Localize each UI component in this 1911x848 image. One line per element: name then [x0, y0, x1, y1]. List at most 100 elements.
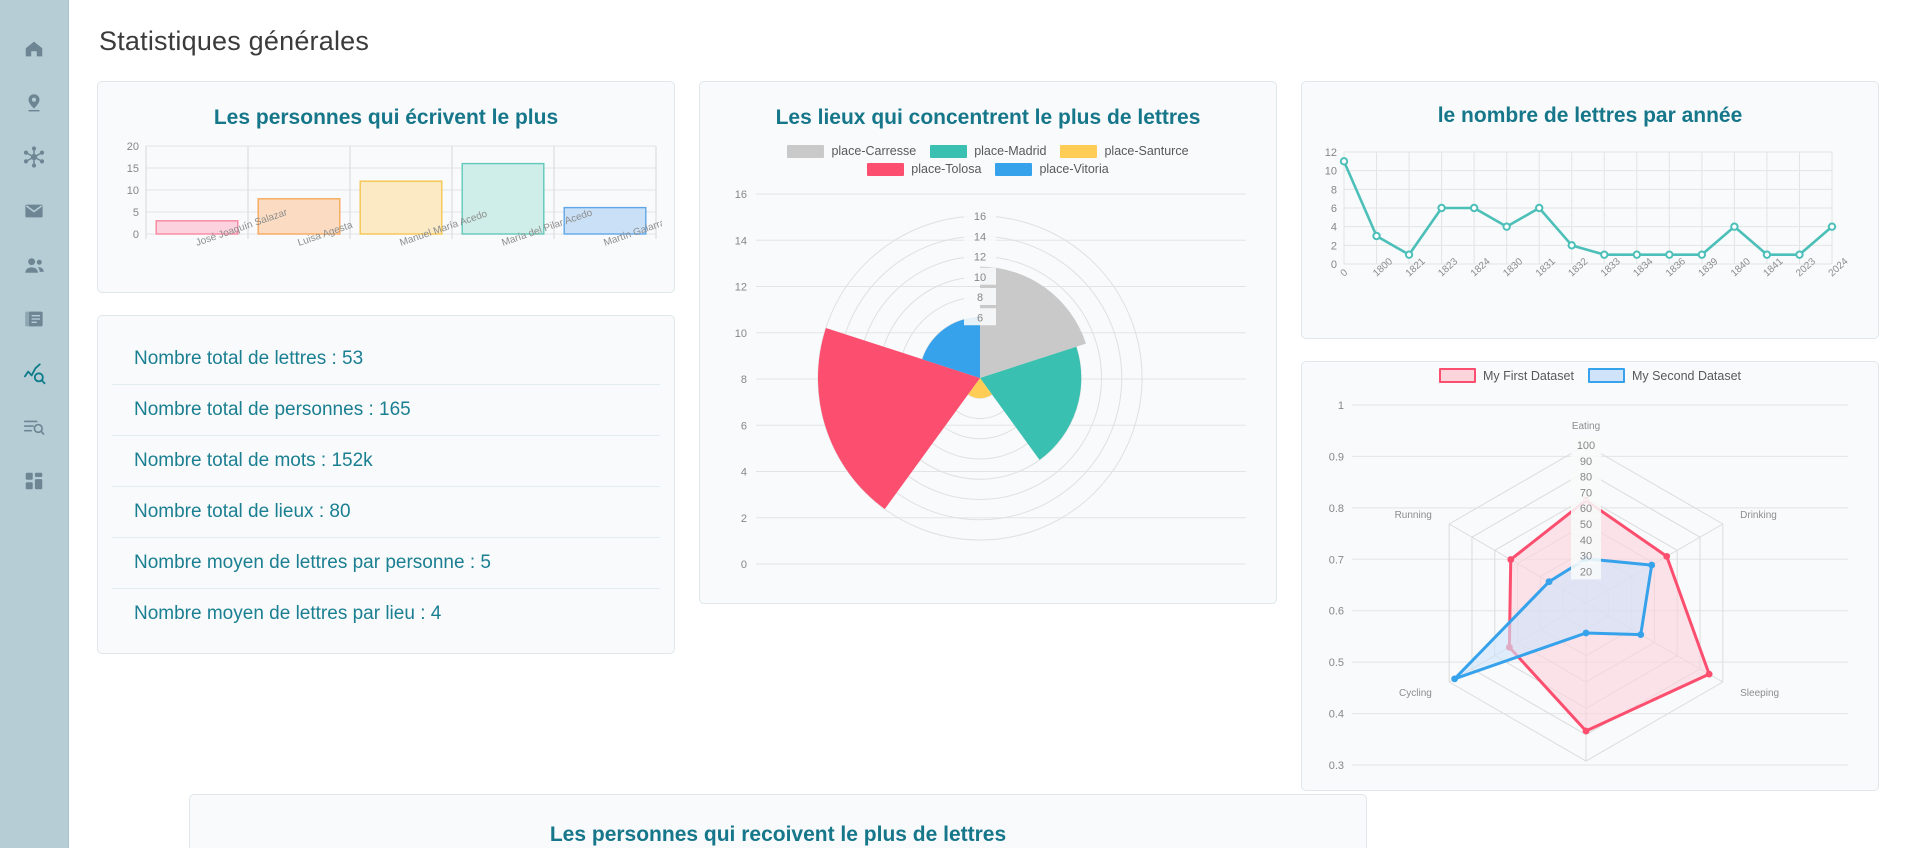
- sidebar-item-people[interactable]: [0, 238, 69, 292]
- legend-swatch: [867, 162, 905, 176]
- svg-text:4: 4: [1331, 222, 1337, 234]
- svg-text:0: 0: [1339, 267, 1351, 279]
- list-search-icon: [23, 420, 45, 435]
- svg-text:30: 30: [1580, 551, 1592, 563]
- svg-text:1833: 1833: [1599, 256, 1623, 279]
- polar-chart-legend[interactable]: place-Carresse place-Madrid place-Santurce…: [700, 138, 1276, 180]
- network-graph-icon: [23, 146, 45, 168]
- stat-row: Nombre moyen de lettres par personne : 5: [112, 538, 660, 589]
- sidebar-item-dashboard[interactable]: [0, 454, 69, 508]
- svg-text:1823: 1823: [1436, 256, 1460, 279]
- card-general-stats: Nombre total de lettres : 53 Nombre tota…: [97, 315, 675, 654]
- legend-item[interactable]: My Second Dataset: [1587, 368, 1742, 383]
- stat-row: Nombre total de personnes : 165: [112, 385, 660, 436]
- legend-item[interactable]: place-Vitoria: [995, 162, 1109, 176]
- sidebar-item-home[interactable]: [0, 22, 69, 76]
- mail-icon: [25, 204, 43, 218]
- radar-chart[interactable]: 1 0.9 0.8 0.7 0.6 0.5 0.4 0.3 Eating Drinking Slee…: [1302, 387, 1854, 788]
- legend-label: place-Santurce: [1104, 144, 1189, 158]
- sidebar-item-places[interactable]: [0, 76, 69, 130]
- legend-item[interactable]: place-Madrid: [930, 144, 1046, 158]
- svg-text:1839: 1839: [1697, 256, 1721, 279]
- svg-text:100: 100: [1577, 440, 1595, 452]
- svg-text:12: 12: [974, 252, 986, 264]
- card-top-writers: Les personnes qui écrivent le plus 0 5 10 1…: [97, 81, 678, 293]
- legend-item[interactable]: place-Santurce: [1060, 144, 1189, 158]
- svg-text:Cycling: Cycling: [1399, 688, 1432, 699]
- dashboard-column-left: Les personnes qui écrivent le plus 0 5 10 1…: [97, 81, 678, 676]
- svg-text:14: 14: [735, 235, 747, 247]
- legend-item[interactable]: My First Dataset: [1438, 368, 1574, 383]
- svg-text:8: 8: [977, 292, 983, 304]
- svg-text:10: 10: [974, 272, 986, 284]
- legend-swatch: [930, 144, 968, 158]
- card-letters-per-year: le nombre de lettres par année 0 2 4 6 8 10 12…: [1301, 81, 1879, 339]
- svg-text:1834: 1834: [1631, 256, 1655, 279]
- stat-row: Nombre total de lettres : 53: [112, 334, 660, 385]
- polar-area-chart[interactable]: 16 14 12 10 8 6 4 2 0 6 8 10 12 14 16: [700, 180, 1252, 600]
- legend-label: place-Carresse: [831, 144, 917, 158]
- main-content: Statistiques générales Les personnes qui…: [69, 0, 1911, 848]
- svg-text:Sleeping: Sleeping: [1740, 688, 1779, 699]
- svg-text:1836: 1836: [1664, 256, 1688, 279]
- svg-text:2: 2: [1331, 240, 1337, 252]
- svg-text:70: 70: [1580, 487, 1592, 499]
- svg-text:1832: 1832: [1566, 256, 1590, 279]
- svg-text:2023: 2023: [1794, 256, 1818, 279]
- svg-text:Running: Running: [1395, 510, 1432, 521]
- svg-text:90: 90: [1580, 456, 1592, 468]
- sidebar-item-network[interactable]: [0, 130, 69, 184]
- svg-text:12: 12: [735, 282, 747, 294]
- documents-icon: [25, 311, 43, 327]
- sidebar-item-letters[interactable]: [0, 184, 69, 238]
- svg-text:6: 6: [741, 420, 747, 432]
- legend-item[interactable]: place-Tolosa: [867, 162, 981, 176]
- stat-row: Nombre total de mots : 152k: [112, 436, 660, 487]
- svg-text:15: 15: [127, 163, 139, 175]
- legend-swatch: [1060, 144, 1098, 158]
- svg-text:1821: 1821: [1404, 256, 1428, 279]
- bar-chart-top-writers[interactable]: 0 5 10 15 20 José Joaquín Salazar Luisa Agesta…: [110, 138, 678, 268]
- sidebar-item-documents[interactable]: [0, 292, 69, 346]
- card-activity-radar: My First Dataset My Second Dataset 1 0.9 0.…: [1301, 361, 1879, 791]
- radar-chart-legend[interactable]: My First Dataset My Second Dataset: [1302, 362, 1878, 387]
- card-title-letters-per-year: le nombre de lettres par année: [1437, 104, 1743, 127]
- svg-text:0.3: 0.3: [1329, 760, 1344, 772]
- legend-item[interactable]: place-Carresse: [787, 144, 916, 158]
- svg-text:20: 20: [127, 141, 139, 153]
- stat-row: Nombre total de lieux : 80: [112, 487, 660, 538]
- svg-text:20: 20: [1580, 566, 1592, 578]
- legend-label: place-Madrid: [974, 144, 1047, 158]
- sidebar-item-statistics[interactable]: [0, 346, 69, 400]
- svg-text:16: 16: [974, 211, 986, 223]
- svg-text:0: 0: [133, 229, 139, 241]
- svg-text:1840: 1840: [1729, 256, 1753, 279]
- svg-text:0.9: 0.9: [1329, 451, 1344, 463]
- svg-text:8: 8: [741, 374, 747, 386]
- line-chart-letters-per-year[interactable]: 0 2 4 6 8 10 12 0 1800 1821 1823 1824 1830 1831 1832 18…: [1302, 136, 1854, 321]
- dashboard-grid: Les personnes qui écrivent le plus 0 5 10 1…: [69, 57, 1911, 813]
- card-top-places: Les lieux qui concentrent le plus de let…: [699, 81, 1277, 604]
- card-title-top-receivers: Les personnes qui recoivent le plus de l…: [549, 823, 1007, 846]
- people-icon: [24, 257, 44, 273]
- card-title-top-places: Les lieux qui concentrent le plus de let…: [775, 106, 1201, 129]
- sidebar-item-search[interactable]: [0, 400, 69, 454]
- legend-swatch: [1438, 368, 1476, 383]
- svg-text:1800: 1800: [1371, 256, 1395, 279]
- svg-text:0: 0: [741, 559, 747, 571]
- legend-swatch: [787, 144, 825, 158]
- svg-text:6: 6: [1331, 203, 1337, 215]
- page-title: Statistiques générales: [99, 26, 370, 56]
- svg-text:0.6: 0.6: [1329, 606, 1344, 618]
- legend-label: My Second Dataset: [1631, 368, 1742, 383]
- svg-text:6: 6: [977, 312, 983, 324]
- svg-text:14: 14: [974, 231, 986, 243]
- svg-text:1831: 1831: [1534, 256, 1558, 279]
- svg-text:80: 80: [1580, 472, 1592, 484]
- svg-text:4: 4: [741, 467, 747, 479]
- legend-swatch: [1587, 368, 1625, 383]
- svg-text:0: 0: [1331, 259, 1337, 271]
- svg-text:10: 10: [127, 185, 139, 197]
